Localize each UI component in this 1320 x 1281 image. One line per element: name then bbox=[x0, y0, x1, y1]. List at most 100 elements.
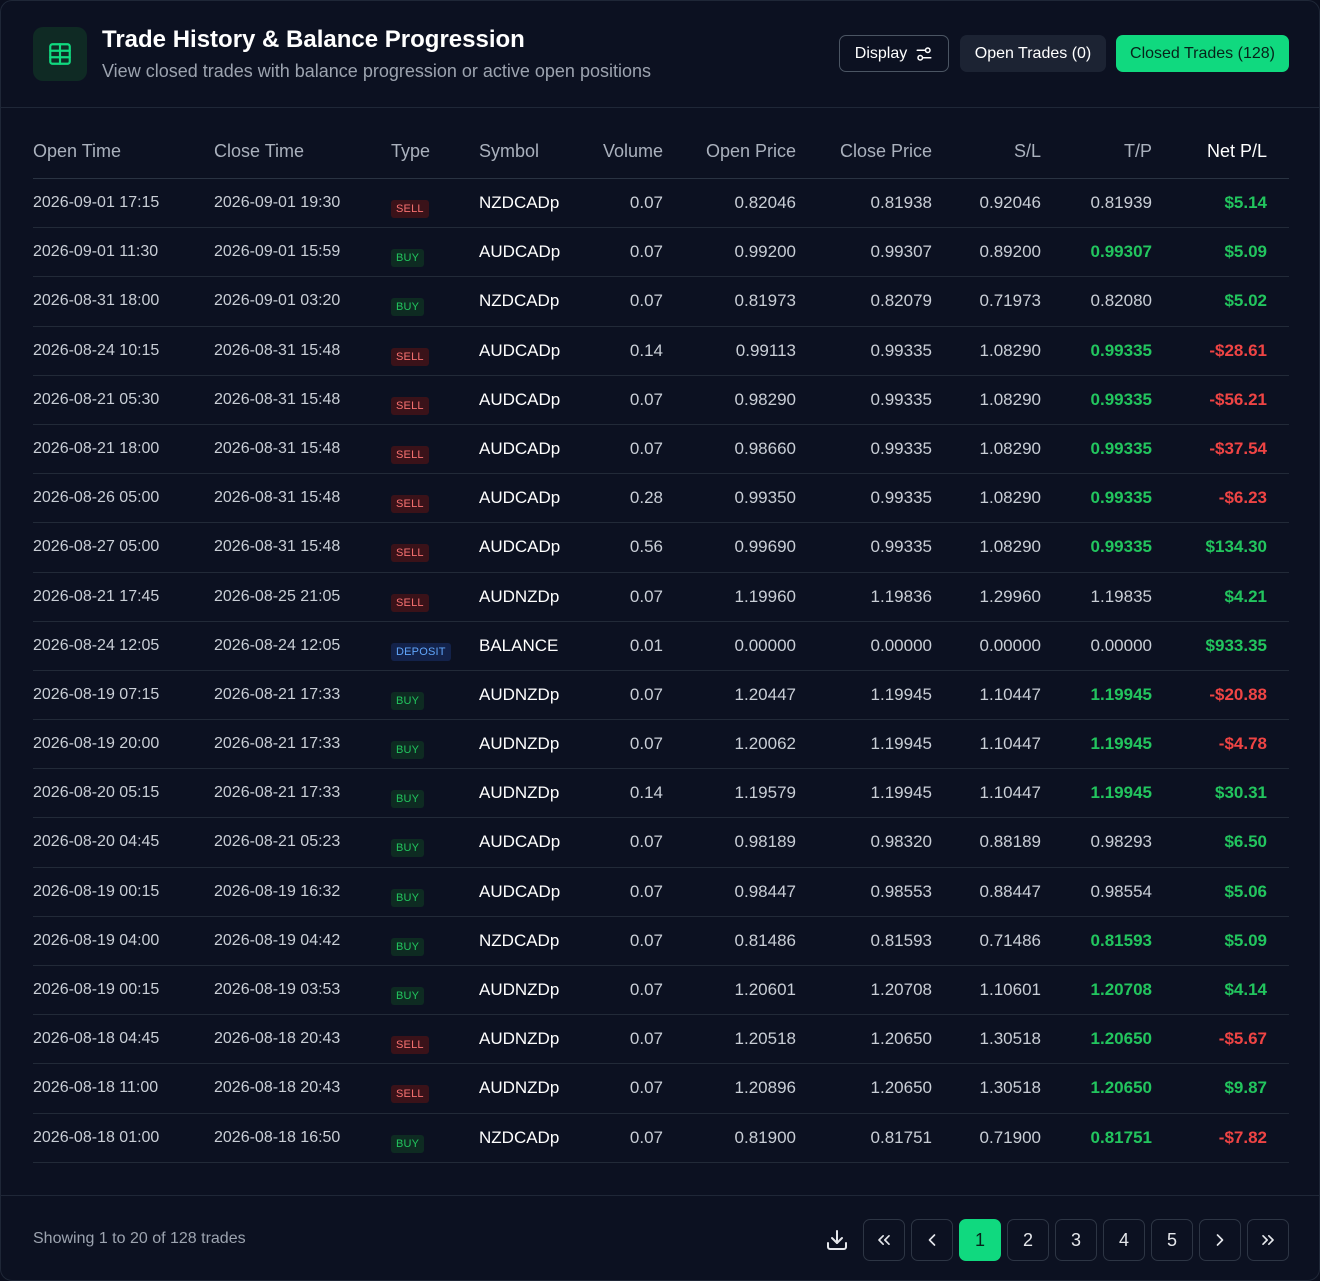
page-button-3[interactable]: 3 bbox=[1055, 1219, 1097, 1261]
open-time-cell: 2026-08-26 05:00 bbox=[33, 489, 160, 507]
trades-table: Open Time Close Time Type Symbol Volume … bbox=[33, 129, 1289, 1163]
close-time-cell: 2026-08-25 21:05 bbox=[214, 587, 341, 605]
table-row[interactable]: 2026-09-01 17:15 2026-09-01 19:30 SELL NZDC… bbox=[33, 179, 1289, 229]
symbol-cell: AUDCADp bbox=[479, 438, 561, 458]
table-row[interactable]: 2026-08-19 00:15 2026-08-19 03:53 BUY AUDNZ… bbox=[33, 966, 1289, 1016]
first-page-button[interactable] bbox=[863, 1219, 905, 1261]
net-pl-cell: $4.14 bbox=[1224, 980, 1267, 999]
col-volume[interactable]: Volume bbox=[602, 141, 663, 161]
open-time-cell: 2026-08-24 12:05 bbox=[33, 636, 160, 654]
table-row[interactable]: 2026-08-21 05:30 2026-08-31 15:48 SELL AUDC… bbox=[33, 376, 1289, 425]
download-icon[interactable] bbox=[825, 1228, 849, 1252]
table-row[interactable]: 2026-08-21 17:45 2026-08-25 21:05 SELL AUDN… bbox=[33, 573, 1289, 622]
type-badge: BUY bbox=[391, 790, 425, 809]
volume-cell: 0.07 bbox=[629, 242, 663, 262]
table-row[interactable]: 2026-08-24 10:15 2026-08-31 15:48 SELL AUDC… bbox=[33, 327, 1289, 376]
close-time-cell: 2026-08-19 16:32 bbox=[214, 882, 341, 900]
col-close-price[interactable]: Close Price bbox=[839, 141, 932, 161]
table-row[interactable]: 2026-08-21 18:00 2026-08-31 15:48 SELL AUDC… bbox=[33, 425, 1289, 475]
table-row[interactable]: 2026-08-26 05:00 2026-08-31 15:48 SELL AUDC… bbox=[33, 474, 1289, 524]
table-row[interactable]: 2026-08-18 04:45 2026-08-18 20:43 SELL AUDN… bbox=[33, 1015, 1289, 1065]
col-tp[interactable]: T/P bbox=[1123, 141, 1152, 161]
type-cell: DEPOSIT bbox=[391, 640, 451, 661]
tp-cell: 1.20650 bbox=[1090, 1078, 1152, 1098]
type-cell: BUY bbox=[391, 984, 425, 1005]
type-badge: BUY bbox=[391, 1134, 425, 1153]
sl-cell: 0.88189 bbox=[979, 832, 1041, 852]
table-row[interactable]: 2026-08-19 07:15 2026-08-21 17:33 BUY AUDNZ… bbox=[33, 671, 1289, 721]
open-price-cell: 0.98290 bbox=[734, 389, 796, 409]
sl-cell: 0.71900 bbox=[979, 1127, 1041, 1147]
symbol-cell: AUDCADp bbox=[479, 242, 561, 262]
sl-cell: 1.08290 bbox=[979, 340, 1041, 360]
table-row[interactable]: 2026-08-19 00:15 2026-08-19 16:32 BUY AUDCA… bbox=[33, 868, 1289, 917]
type-badge: BUY bbox=[391, 741, 425, 760]
open-time-cell: 2026-08-21 17:45 bbox=[33, 587, 160, 605]
symbol-cell: AUDCADp bbox=[479, 832, 561, 852]
volume-cell: 0.07 bbox=[629, 930, 663, 950]
page-button-1[interactable]: 1 bbox=[959, 1219, 1001, 1261]
table-row[interactable]: 2026-09-01 11:30 2026-09-01 15:59 BUY AUDCA… bbox=[33, 228, 1289, 278]
panel-header: Trade History & Balance Progression View… bbox=[1, 1, 1319, 108]
net-pl-cell: $9.87 bbox=[1224, 1078, 1267, 1098]
tp-cell: 0.99335 bbox=[1090, 340, 1152, 360]
closed-trades-tab[interactable]: Closed Trades (128) bbox=[1116, 35, 1289, 72]
next-page-button[interactable] bbox=[1199, 1219, 1241, 1261]
open-price-cell: 1.20447 bbox=[734, 684, 796, 704]
net-pl-cell: $5.02 bbox=[1224, 291, 1267, 311]
table-row[interactable]: 2026-08-18 11:00 2026-08-18 20:43 SELL AUDN… bbox=[33, 1064, 1289, 1114]
page-button-5[interactable]: 5 bbox=[1151, 1219, 1193, 1261]
table-row[interactable]: 2026-08-18 01:00 2026-08-18 16:50 BUY NZDCA… bbox=[33, 1114, 1289, 1163]
table-row[interactable]: 2026-08-20 04:45 2026-08-21 05:23 BUY AUDCA… bbox=[33, 818, 1289, 868]
col-close-time[interactable]: Close Time bbox=[214, 141, 305, 161]
table-row[interactable]: 2026-08-19 04:00 2026-08-19 04:42 BUY NZDCA… bbox=[33, 917, 1289, 966]
sl-cell: 0.00000 bbox=[979, 635, 1041, 655]
volume-cell: 0.07 bbox=[629, 1029, 663, 1049]
open-trades-tab[interactable]: Open Trades (0) bbox=[960, 35, 1106, 72]
type-cell: SELL bbox=[391, 345, 429, 366]
prev-page-button[interactable] bbox=[911, 1219, 953, 1261]
page-button-2[interactable]: 2 bbox=[1007, 1219, 1049, 1261]
col-symbol[interactable]: Symbol bbox=[479, 141, 540, 161]
open-price-cell: 0.98189 bbox=[734, 832, 796, 852]
chevron-left-icon bbox=[928, 1234, 936, 1246]
col-net-pl[interactable]: Net P/L bbox=[1206, 141, 1267, 161]
volume-cell: 0.07 bbox=[629, 586, 663, 606]
sl-cell: 0.89200 bbox=[979, 242, 1041, 262]
sl-cell: 1.10447 bbox=[979, 783, 1041, 803]
type-cell: SELL bbox=[391, 197, 429, 218]
type-badge: SELL bbox=[391, 347, 429, 366]
open-time-cell: 2026-08-18 04:45 bbox=[33, 1030, 160, 1048]
close-price-cell: 1.20708 bbox=[870, 980, 932, 999]
pagination-footer: Showing 1 to 20 of 128 trades 1 2 3 4 5 bbox=[1, 1195, 1319, 1280]
open-price-cell: 0.98660 bbox=[734, 438, 796, 458]
col-open-time[interactable]: Open Time bbox=[33, 141, 122, 161]
type-cell: SELL bbox=[391, 492, 429, 514]
table-row[interactable]: 2026-08-20 05:15 2026-08-21 17:33 BUY AUDNZ… bbox=[33, 769, 1289, 819]
close-time-cell: 2026-08-31 15:48 bbox=[214, 538, 341, 556]
table-row[interactable]: 2026-08-31 18:00 2026-09-01 03:20 BUY NZDCA… bbox=[33, 277, 1289, 327]
table-row[interactable]: 2026-08-24 12:05 2026-08-24 12:05 DEPOSIT B… bbox=[33, 622, 1289, 671]
volume-cell: 0.07 bbox=[629, 438, 663, 458]
type-cell: SELL bbox=[391, 1033, 429, 1055]
close-price-cell: 1.19945 bbox=[870, 734, 932, 754]
col-type[interactable]: Type bbox=[391, 141, 431, 161]
last-page-button[interactable] bbox=[1247, 1219, 1289, 1261]
col-sl[interactable]: S/L bbox=[1013, 141, 1041, 161]
net-pl-cell: $5.06 bbox=[1224, 881, 1267, 901]
net-pl-cell: -$37.54 bbox=[1209, 438, 1267, 458]
type-cell: BUY bbox=[391, 689, 425, 710]
close-time-cell: 2026-09-01 15:59 bbox=[214, 243, 341, 261]
type-badge: SELL bbox=[391, 1085, 429, 1104]
sl-cell: 1.10447 bbox=[979, 684, 1041, 704]
sl-cell: 1.30518 bbox=[979, 1029, 1041, 1049]
table-row[interactable]: 2026-08-19 20:00 2026-08-21 17:33 BUY AUDNZ… bbox=[33, 720, 1289, 770]
close-price-cell: 0.99335 bbox=[870, 340, 932, 360]
page-button-4[interactable]: 4 bbox=[1103, 1219, 1145, 1261]
type-cell: BUY bbox=[391, 246, 425, 268]
symbol-cell: AUDNZDp bbox=[479, 1029, 560, 1049]
table-row[interactable]: 2026-08-27 05:00 2026-08-31 15:48 SELL AUDC… bbox=[33, 523, 1289, 573]
display-button[interactable]: Display bbox=[839, 35, 949, 72]
col-open-price[interactable]: Open Price bbox=[705, 141, 796, 161]
